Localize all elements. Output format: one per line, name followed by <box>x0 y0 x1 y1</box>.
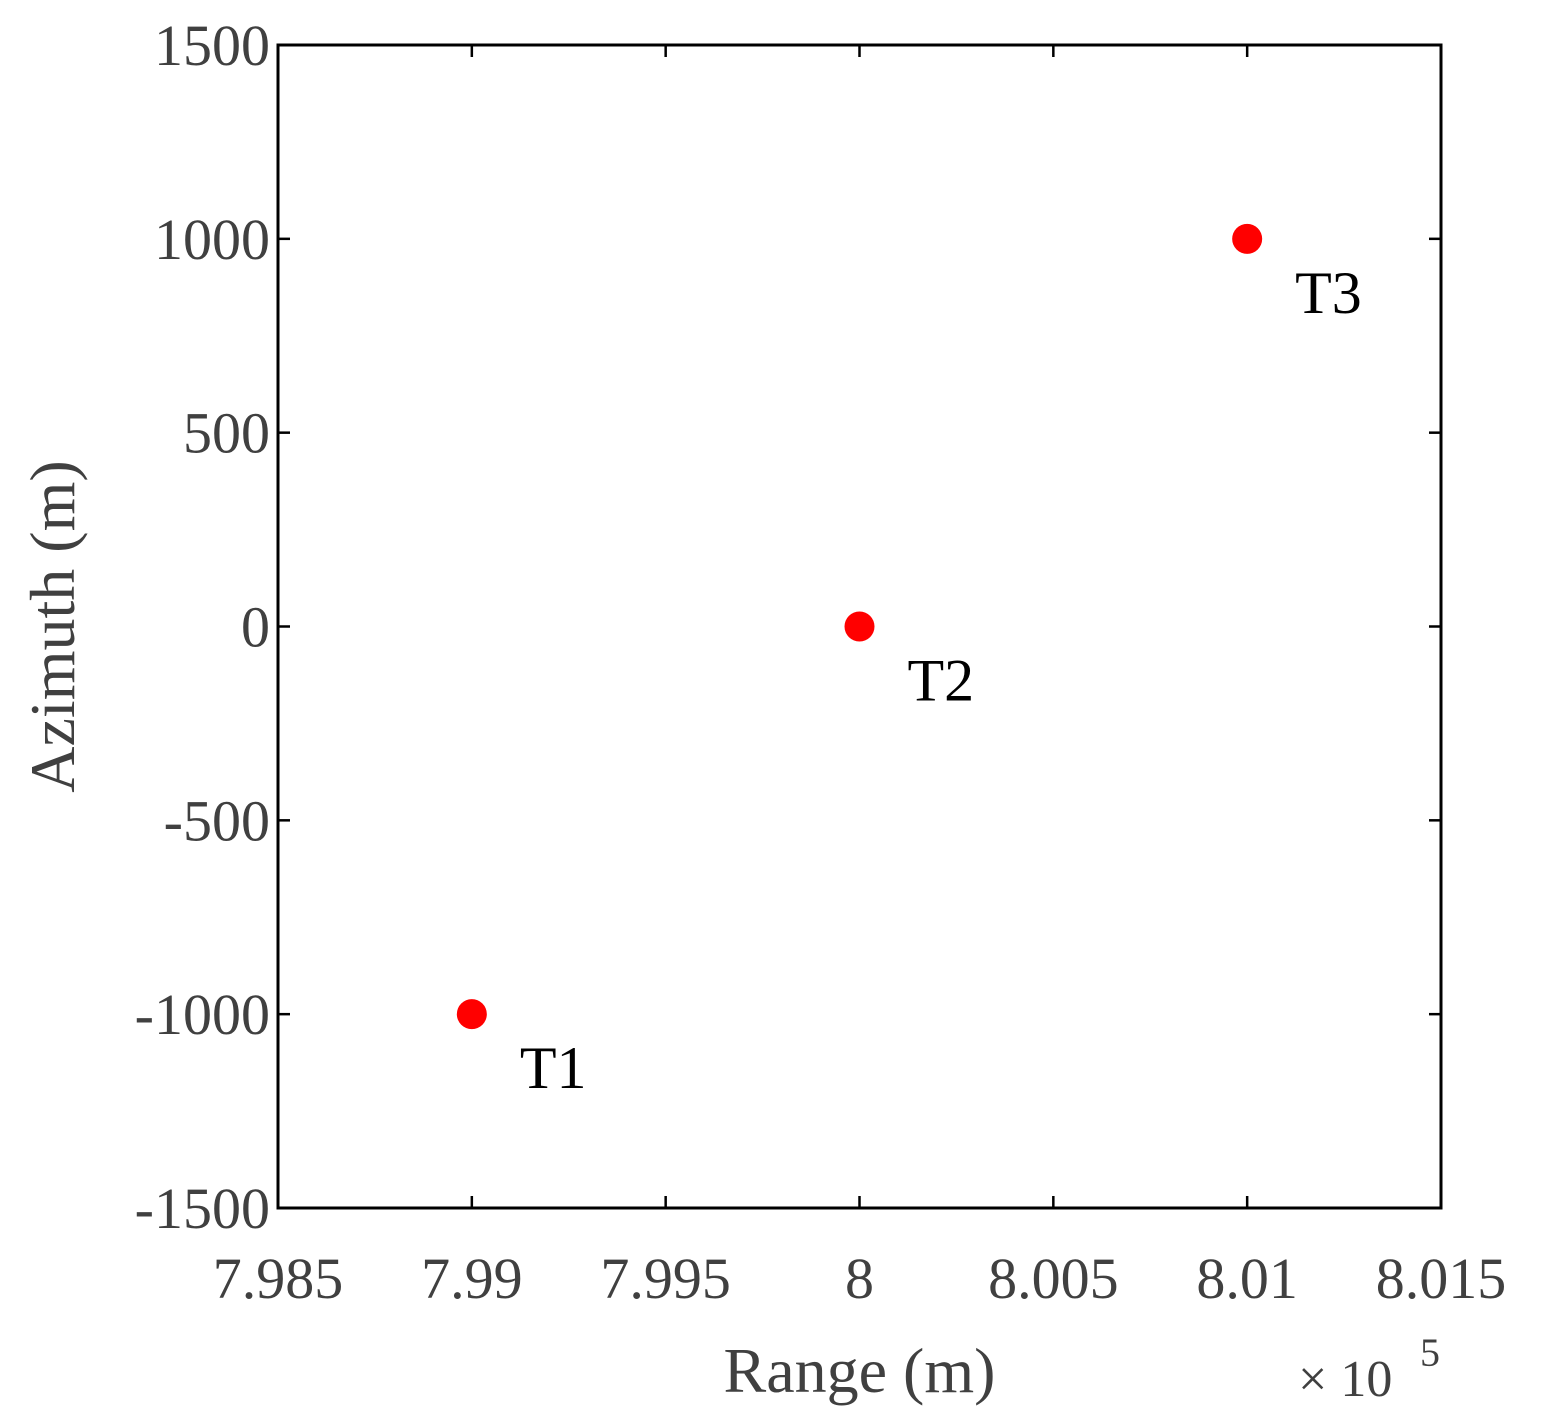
x-multiplier-exponent: 5 <box>1420 1330 1440 1375</box>
data-point <box>1232 223 1263 254</box>
y-tick-label: -500 <box>164 788 270 853</box>
data-point <box>844 611 875 642</box>
x-tick-labels: 7.985 7.99 7.995 8 8.005 8.01 8.015 <box>213 1246 1507 1311</box>
y-tick-label: -1500 <box>135 1176 270 1241</box>
data-point-label: T1 <box>520 1035 587 1101</box>
y-tick-labels: -1500 -1000 -500 0 500 1000 1500 <box>135 13 270 1241</box>
data-point-label: T2 <box>908 648 975 714</box>
points-layer: T1 T2 T3 <box>456 223 1362 1101</box>
y-axis-title: Azimuth (m) <box>17 460 88 792</box>
y-tick-label: 1500 <box>154 13 270 78</box>
x-tick-label: 8.015 <box>1376 1246 1507 1311</box>
x-tick-label: 7.99 <box>421 1246 523 1311</box>
x-axis-title: Range (m) <box>724 1335 996 1406</box>
y-tick-label: 1000 <box>154 207 270 272</box>
x-tick-label: 7.995 <box>600 1246 731 1311</box>
x-tick-label: 8 <box>845 1246 874 1311</box>
data-point-label: T3 <box>1295 260 1362 326</box>
x-tick-label: 7.985 <box>213 1246 344 1311</box>
x-axis-multiplier: × 10 5 <box>1298 1330 1440 1408</box>
y-tick-label: -1000 <box>135 982 270 1047</box>
data-point <box>456 999 487 1030</box>
x-tick-label: 8.01 <box>1196 1246 1298 1311</box>
plot-frame <box>276 43 1443 1210</box>
y-tick-label: 0 <box>241 595 270 660</box>
y-tick-label: 500 <box>183 401 270 466</box>
x-tick-label: 8.005 <box>988 1246 1119 1311</box>
x-multiplier-base: × 10 <box>1298 1351 1392 1408</box>
